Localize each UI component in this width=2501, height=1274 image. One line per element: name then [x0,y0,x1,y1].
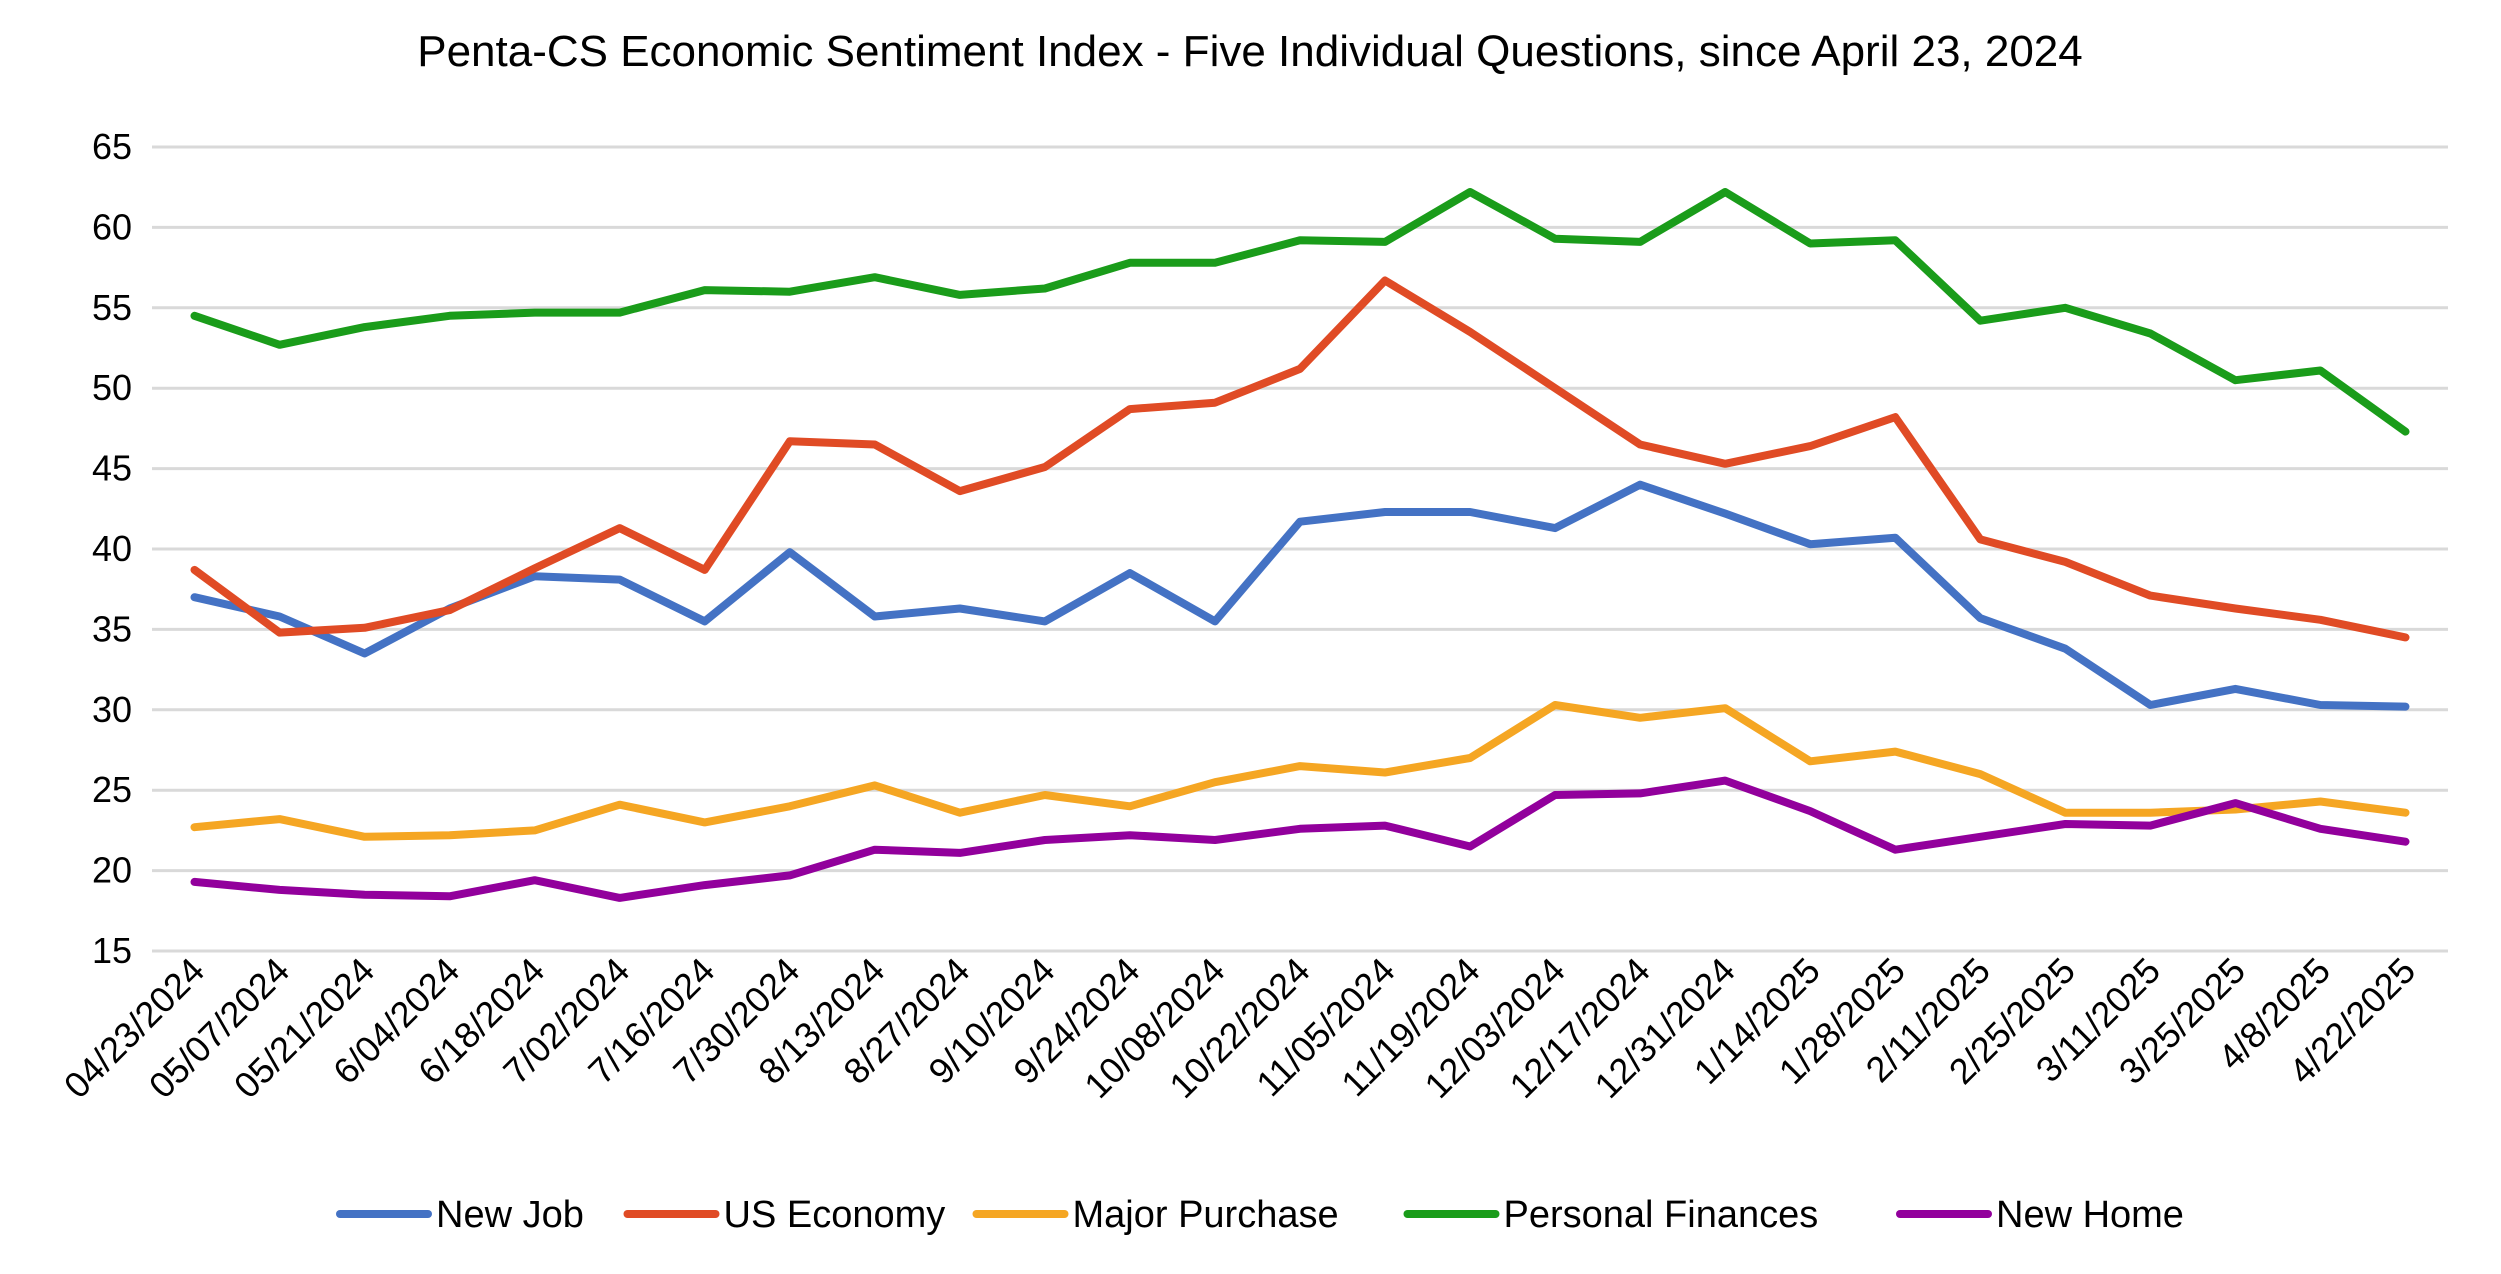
y-tick-label: 20 [92,850,132,891]
y-tick-label: 15 [92,930,132,971]
series-line-us-economy [190,276,2410,642]
legend-item-new-job: New Job [336,1194,584,1236]
y-tick-label: 65 [92,126,132,167]
legend-item-us-economy: US Economy [623,1194,946,1236]
series-line-major-purchase [190,701,2410,841]
legend-label: New Home [1996,1194,2184,1236]
legend-item-personal-finances: Personal Finances [1403,1194,1819,1236]
series-line-new-home [190,776,2410,902]
y-tick-label: 35 [92,608,132,649]
legend-label: Personal Finances [1504,1194,1819,1236]
y-tick-label: 55 [92,287,132,328]
y-tick-label: 60 [92,206,132,247]
series-line-new-job [190,480,2410,711]
gridlines [152,145,2448,953]
legend-item-major-purchase: Major Purchase [972,1194,1339,1236]
y-tick-label: 40 [92,528,132,569]
y-tick-label: 30 [92,689,132,730]
series-line-personal-finances [190,188,2410,436]
legend: New Job US Economy Major Purchase Personal … [336,1194,2184,1236]
legend-label: New Job [436,1194,584,1236]
y-tick-label: 50 [92,367,132,408]
y-tick-label: 25 [92,769,132,810]
legend-item-new-home: New Home [1896,1194,2184,1236]
y-axis: 15 20 25 30 35 40 45 50 55 60 65 [92,126,132,971]
chart-title: Penta-CS Economic Sentiment Index - Five… [417,27,2083,76]
series-lines [190,188,2410,902]
legend-label: Major Purchase [1073,1194,1339,1236]
legend-label: US Economy [724,1194,946,1236]
y-tick-label: 45 [92,448,132,489]
